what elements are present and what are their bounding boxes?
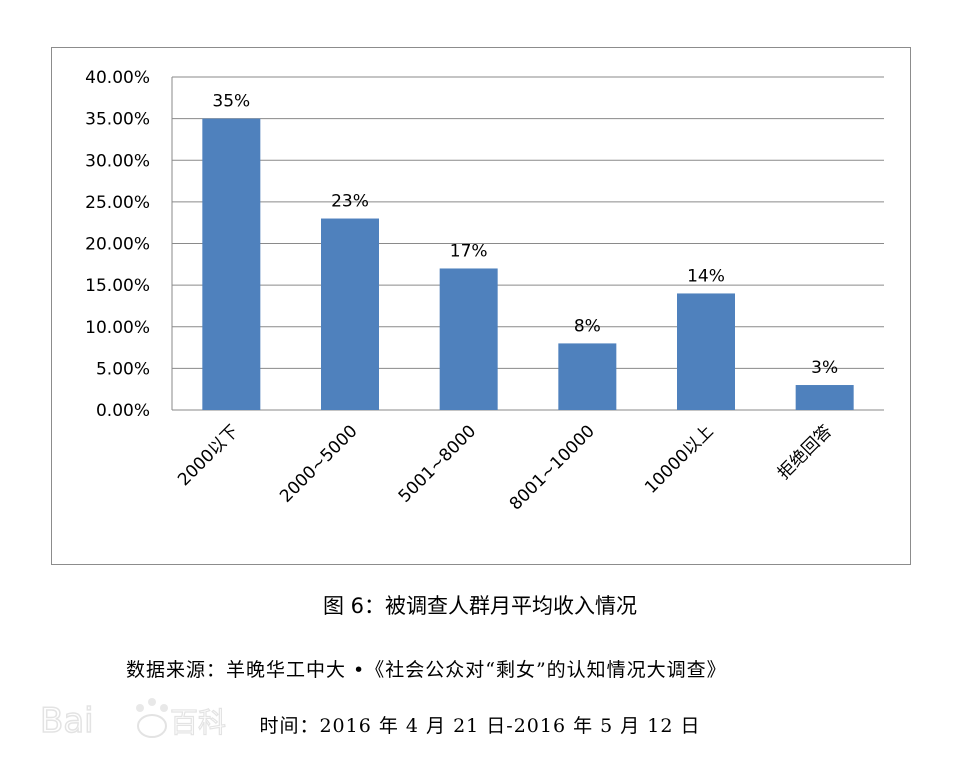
x-tick-label: 8001~10000 [506, 421, 599, 514]
bar [202, 118, 261, 410]
x-tick-label: 拒绝回答 [774, 421, 836, 483]
bar [321, 218, 379, 410]
bar-chart: 0.00% 5.00% 10.00% 15.00% 20.00% 25.00% 30.00%… [85, 68, 884, 514]
y-tick-label: 10.00% [85, 318, 150, 338]
y-tick-label: 35.00% [85, 110, 150, 130]
source-note: 数据来源：羊晚华工中大 •《社会公众对“剩女”的认知情况大调查》 [126, 659, 727, 681]
y-tick-label: 20.00% [85, 235, 150, 255]
y-tick-label: 5.00% [96, 359, 150, 379]
y-tick-label: 15.00% [85, 276, 150, 296]
x-tick-label: 5001~8000 [395, 421, 480, 506]
data-label: 35% [212, 92, 250, 112]
x-tick-label: 2000以下 [174, 421, 243, 490]
bar [558, 343, 617, 410]
y-tick-label: 40.00% [85, 68, 150, 88]
y-tick-label: 25.00% [85, 193, 150, 213]
data-label: 8% [574, 316, 601, 336]
x-tick-label: 10000以上 [641, 421, 717, 497]
chart-frame: 0.00% 5.00% 10.00% 15.00% 20.00% 25.00% 30.00%… [51, 47, 911, 565]
baidu-baike-watermark-logo: Bai 百科 [39, 698, 227, 742]
data-label: 3% [811, 358, 838, 378]
data-label: 17% [450, 241, 488, 261]
figure-caption: 图 6：被调查人群月平均收入情况 [322, 594, 638, 618]
y-tick-label: 30.00% [85, 151, 150, 171]
svg-text:百科: 百科 [170, 706, 226, 739]
date-range: 时间：2016 年 4 月 21 日-2016 年 5 月 12 日 [259, 715, 701, 737]
x-tick-label: 2000~5000 [276, 421, 361, 506]
data-label: 23% [331, 192, 369, 212]
bar [677, 293, 735, 410]
bar [795, 385, 854, 410]
svg-text:Bai: Bai [40, 701, 94, 741]
data-label: 14% [687, 266, 725, 286]
y-tick-label: 0.00% [96, 401, 150, 421]
bar [439, 268, 498, 410]
